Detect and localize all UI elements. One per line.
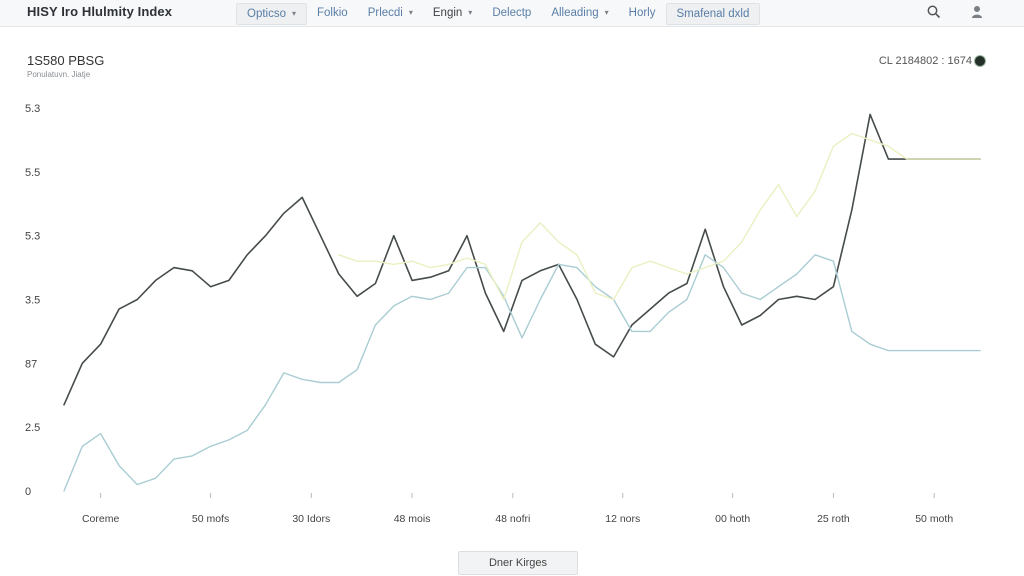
chevron-down-icon: ▾ xyxy=(408,8,413,17)
x-axis-labels: Coreme 50 mofs 30 Idors 48 mois 48 nofri 12 n… xyxy=(82,493,953,525)
chevron-down-icon: ▾ xyxy=(468,8,473,17)
x-tick-label: 25 roth xyxy=(817,513,850,525)
tab-item[interactable]: Smafenal dxld xyxy=(665,3,761,25)
user-icon[interactable] xyxy=(965,1,989,23)
chevron-down-icon: ▾ xyxy=(292,9,297,18)
y-tick-label: 2.5 xyxy=(25,422,40,434)
tab-label: Horly xyxy=(628,7,656,19)
x-tick-label: 48 mois xyxy=(394,513,431,525)
y-tick-label: 5.5 xyxy=(25,167,40,179)
top-toolbar: HISY Iro Hlulmity Index Opticso ▾ Folkio Pr… xyxy=(0,0,1024,27)
tab-label: Engin xyxy=(432,7,463,19)
bottom-action-button[interactable]: Dner Kirges xyxy=(458,551,578,575)
y-tick-label: 5.3 xyxy=(25,231,40,243)
y-tick-label: 5.3 xyxy=(25,103,40,115)
series-layer xyxy=(63,113,981,492)
tab-item[interactable]: Horly xyxy=(619,3,666,23)
search-icon[interactable] xyxy=(922,1,946,23)
x-tick-label: 48 nofri xyxy=(495,513,530,525)
status-indicator xyxy=(974,55,986,67)
y-tick-label: 3.5 xyxy=(25,295,40,307)
tab-item[interactable]: Folkio xyxy=(307,3,358,23)
tab-item[interactable]: Engin ▾ xyxy=(423,3,482,23)
series-line-2 xyxy=(338,132,981,301)
x-tick-label: 30 Idors xyxy=(292,513,330,525)
chart-subtitle: 1S580 PBSG xyxy=(27,53,105,68)
y-tick-label: 87 xyxy=(25,358,37,370)
tab-label: Delectp xyxy=(492,7,532,19)
series-line-1 xyxy=(63,254,981,492)
tab-label: Folkio xyxy=(317,7,348,19)
x-tick-label: 00 hoth xyxy=(715,513,750,525)
tab-label: Prlecdi xyxy=(367,7,403,19)
tab-item[interactable]: Delectp xyxy=(482,3,541,23)
app-title: HISY Iro Hlulmity Index xyxy=(27,4,173,19)
chart-caption: Ponulatuvn. Jiatje xyxy=(27,70,91,79)
tab-item[interactable]: Alleading ▾ xyxy=(541,3,618,23)
series-line-0 xyxy=(63,113,981,406)
value-readout: CL 2184802 : 1674 xyxy=(878,55,972,67)
x-tick-label: 12 nors xyxy=(605,513,640,525)
tab-label: Alleading xyxy=(551,7,599,19)
tab-item[interactable]: Opticso ▾ xyxy=(236,3,308,25)
x-tick-label: Coreme xyxy=(82,513,120,525)
tab-label: Opticso xyxy=(247,8,286,20)
x-tick-label: 50 moth xyxy=(915,513,953,525)
chevron-down-icon: ▾ xyxy=(604,8,609,17)
y-tick-label: 0 xyxy=(25,486,31,498)
x-tick-label: 50 mofs xyxy=(192,513,229,525)
tab-label: Smafenal dxld xyxy=(676,8,750,20)
y-axis-labels: 0 2.5 87 3.5 5.3 5.5 5.3 xyxy=(25,103,40,498)
tab-item[interactable]: Prlecdi ▾ xyxy=(358,3,423,23)
nav-tabs: Opticso ▾ Folkio Prlecdi ▾ Engin ▾ Delectp Allea… xyxy=(236,3,761,25)
